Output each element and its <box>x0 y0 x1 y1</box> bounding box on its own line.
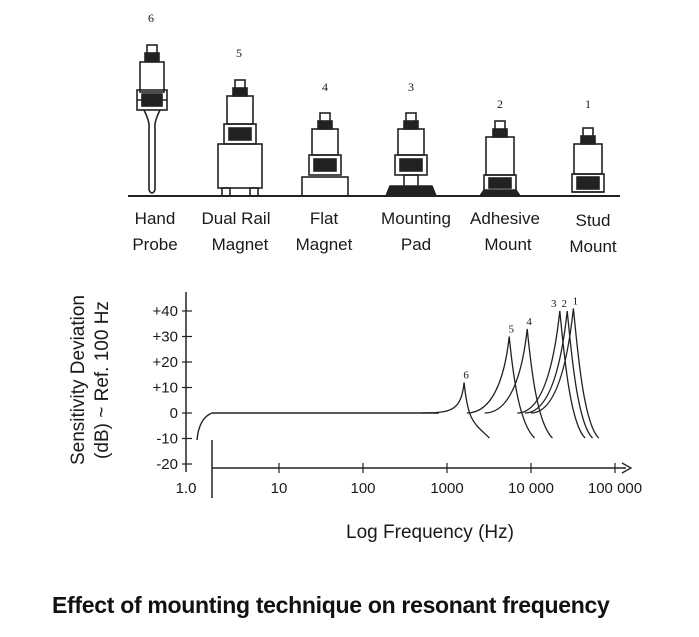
x-tick-label: 10 <box>271 480 288 497</box>
curve-label-3: 3 <box>551 298 557 310</box>
x-tick-label: 10 000 <box>508 480 554 497</box>
curve-label-4: 4 <box>526 316 532 328</box>
y-axis-label-line2: (dB) ~ Ref. 100 Hz <box>92 301 113 459</box>
curve-label-5: 5 <box>508 324 514 336</box>
y-tick-label: -20 <box>156 456 178 473</box>
x-tick-label: 1000 <box>430 480 463 497</box>
y-tick-label: +40 <box>153 303 178 320</box>
x-axis-arrow <box>621 462 633 474</box>
y-tick-label: -10 <box>156 431 178 448</box>
mount-label-2-line1: Adhesive <box>470 209 540 228</box>
mount-label-5-line2: Magnet <box>212 235 269 254</box>
figure-caption: Effect of mounting technique on resonant… <box>52 592 610 618</box>
mount-label-4-line2: Magnet <box>296 235 353 254</box>
x-axis-label: Log Frequency (Hz) <box>346 522 514 543</box>
resonance-curve-3 <box>517 310 586 439</box>
mount-label-3-line2: Pad <box>401 235 431 254</box>
mount-number-5: 5 <box>236 46 242 60</box>
curve-label-6: 6 <box>463 369 469 381</box>
x-tick-label: 1.0 <box>176 480 197 497</box>
mount-number-2: 2 <box>497 97 503 111</box>
mount-label-6-line1: Hand <box>135 209 176 228</box>
mount-label-2-line2: Mount <box>484 235 532 254</box>
mount-number-6: 6 <box>148 11 154 25</box>
x-tick-label: 100 000 <box>588 480 642 497</box>
mount-label-1-line2: Mount <box>569 237 617 256</box>
stud-mount-illustration <box>571 127 605 193</box>
hand-probe-illustration <box>136 44 168 194</box>
baseline-response <box>196 412 439 441</box>
mount-label-5-line1: Dual Rail <box>202 209 271 228</box>
y-tick-label: +30 <box>153 329 178 346</box>
mount-number-1: 1 <box>585 97 591 111</box>
curve-label-1: 1 <box>573 295 579 307</box>
y-tick-label: +20 <box>153 354 178 371</box>
resonance-curve-4 <box>484 328 553 439</box>
mount-label-1-line1: Stud <box>576 211 611 230</box>
resonance-curve-5 <box>466 336 535 439</box>
mount-label-6-line2: Probe <box>132 235 177 254</box>
dual-rail-magnet-illustration <box>217 79 263 197</box>
resonance-curve-2 <box>524 310 593 439</box>
mount-label-4-line1: Flat <box>310 209 339 228</box>
curve-label-2: 2 <box>561 298 567 310</box>
flat-magnet-illustration <box>301 112 349 197</box>
mount-number-4: 4 <box>322 80 328 94</box>
x-tick-label: 100 <box>350 480 375 497</box>
resonance-curve-6 <box>421 382 490 439</box>
mounting-pad-illustration <box>385 112 437 197</box>
mount-number-3: 3 <box>408 80 414 94</box>
resonance-curve-1 <box>530 308 600 439</box>
y-axis-label-line1: Sensitivity Deviation <box>68 295 89 465</box>
y-tick-label: 0 <box>170 405 178 422</box>
frequency-response-chart: +40 +30 +20 +10 0 -10 -20 1.0 10 100 1000 10 000 10… <box>68 292 642 543</box>
adhesive-mount-illustration <box>479 120 521 197</box>
mount-label-3-line1: Mounting <box>381 209 451 228</box>
y-tick-label: +10 <box>153 380 178 397</box>
